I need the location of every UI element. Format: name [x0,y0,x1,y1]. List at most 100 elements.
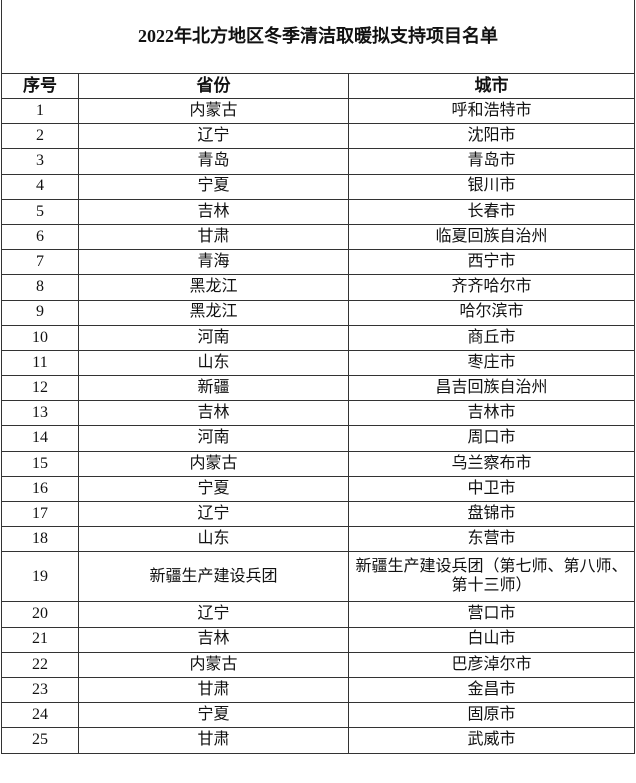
table-row: 15 内蒙古 乌兰察布市 [1,450,636,477]
row-province: 辽宁 [78,500,349,528]
row-province: 河南 [78,425,349,452]
row-no: 19 [1,551,79,603]
row-province: 吉林 [78,400,349,427]
table-row: 1 内蒙古 呼和浩特市 [1,97,636,125]
table-row: 10 河南 商丘市 [1,324,636,351]
table-row: 16 宁夏 中卫市 [1,475,636,503]
row-no: 8 [1,274,79,301]
row-no: 1 [1,97,79,125]
table-row: 23 甘肃 金昌市 [1,676,636,704]
row-province: 宁夏 [78,475,349,503]
row-city: 白山市 [347,626,636,653]
row-province: 宁夏 [78,702,349,729]
row-city: 沈阳市 [347,123,636,150]
row-province: 吉林 [78,626,349,653]
row-city: 乌兰察布市 [347,450,636,477]
row-city: 商丘市 [347,324,636,351]
table-row: 5 吉林 长春市 [1,198,636,225]
row-province: 内蒙古 [78,97,349,125]
row-no: 14 [1,425,79,452]
table-row: 24 宁夏 固原市 [1,702,636,729]
row-province: 内蒙古 [78,450,349,477]
table-row: 4 宁夏 银川市 [1,173,636,200]
row-no: 12 [1,375,79,402]
table-row: 21 吉林 白山市 [1,626,636,653]
row-city: 长春市 [347,198,636,225]
table-row: 6 甘肃 临夏回族自治州 [1,223,636,251]
row-no: 24 [1,702,79,729]
row-province: 山东 [78,526,349,553]
header-no: 序号 [1,73,79,99]
row-city: 哈尔滨市 [347,299,636,326]
row-city: 营口市 [347,601,636,628]
table-row: 19 新疆生产建设兵团 新疆生产建设兵团（第七师、第八师、第十三师） [1,551,636,603]
row-city: 盘锦市 [347,500,636,528]
row-city: 西宁市 [347,249,636,276]
row-city: 巴彦淖尔市 [347,651,636,678]
row-no: 2 [1,123,79,150]
table-row: 20 辽宁 营口市 [1,601,636,628]
row-province: 山东 [78,349,349,377]
row-province: 内蒙古 [78,651,349,678]
row-province: 青海 [78,249,349,276]
row-province: 新疆 [78,375,349,402]
table-row: 9 黑龙江 哈尔滨市 [1,299,636,326]
row-city: 枣庄市 [347,349,636,377]
row-province: 辽宁 [78,601,349,628]
table-row: 12 新疆 昌吉回族自治州 [1,375,636,402]
row-no: 10 [1,324,79,351]
row-city: 临夏回族自治州 [347,223,636,251]
row-province: 河南 [78,324,349,351]
row-no: 15 [1,450,79,477]
row-province: 辽宁 [78,123,349,150]
row-no: 11 [1,349,79,377]
header-province: 省份 [78,73,349,99]
row-province: 宁夏 [78,173,349,200]
row-city: 呼和浩特市 [347,97,636,125]
table-row: 18 山东 东营市 [1,526,636,553]
row-no: 4 [1,173,79,200]
row-no: 23 [1,676,79,704]
table-title: 2022年北方地区冬季清洁取暖拟支持项目名单 [0,0,636,74]
row-city: 银川市 [347,173,636,200]
table-row: 25 甘肃 武威市 [1,727,636,754]
row-no: 21 [1,626,79,653]
row-province: 新疆生产建设兵团 [78,551,349,603]
table-row: 13 吉林 吉林市 [1,400,636,427]
row-province: 甘肃 [78,727,349,754]
project-list-table: 2022年北方地区冬季清洁取暖拟支持项目名单 序号 省份 城市 1 内蒙古 呼和浩特… [0,0,636,754]
row-city: 齐齐哈尔市 [347,274,636,301]
table-row: 3 青岛 青岛市 [1,148,636,175]
row-province: 黑龙江 [78,299,349,326]
row-no: 9 [1,299,79,326]
table-row: 11 山东 枣庄市 [1,349,636,377]
table-row: 8 黑龙江 齐齐哈尔市 [1,274,636,301]
row-no: 18 [1,526,79,553]
row-city: 武威市 [347,727,636,754]
row-no: 17 [1,500,79,528]
table-row: 14 河南 周口市 [1,425,636,452]
row-no: 6 [1,223,79,251]
row-city: 吉林市 [347,400,636,427]
row-province: 吉林 [78,198,349,225]
row-city: 昌吉回族自治州 [347,375,636,402]
row-no: 3 [1,148,79,175]
row-city: 东营市 [347,526,636,553]
row-province: 青岛 [78,148,349,175]
row-province: 甘肃 [78,223,349,251]
row-no: 13 [1,400,79,427]
row-city: 周口市 [347,425,636,452]
row-city: 青岛市 [347,148,636,175]
row-no: 25 [1,727,79,754]
row-city: 金昌市 [347,676,636,704]
table-row: 22 内蒙古 巴彦淖尔市 [1,651,636,678]
header-city: 城市 [347,73,636,99]
row-no: 20 [1,601,79,628]
row-city: 中卫市 [347,475,636,503]
row-no: 22 [1,651,79,678]
row-city: 固原市 [347,702,636,729]
row-no: 5 [1,198,79,225]
row-province: 甘肃 [78,676,349,704]
row-no: 16 [1,475,79,503]
table-row: 7 青海 西宁市 [1,249,636,276]
